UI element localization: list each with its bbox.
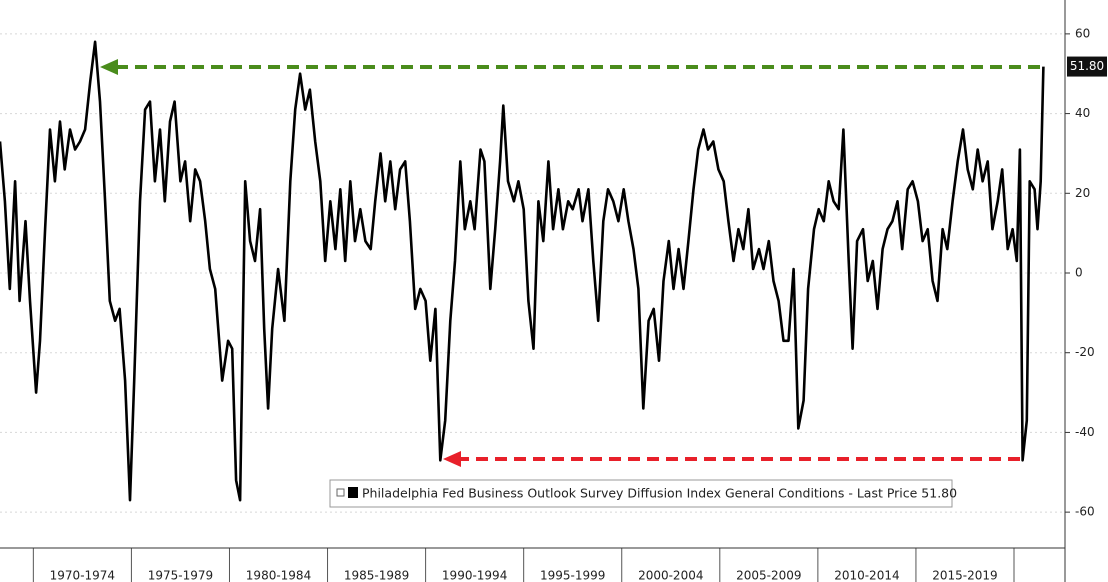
- annotations: [100, 59, 1040, 467]
- x-tick-label: 1975-1979: [148, 569, 213, 582]
- x-tick-label: 2015-2019: [932, 569, 997, 582]
- x-tick-label: 1980-1984: [246, 569, 311, 582]
- y-tick-label: 0: [1075, 266, 1083, 280]
- y-tick-label: -60: [1075, 505, 1095, 519]
- y-tick-label: -40: [1075, 425, 1095, 439]
- x-tick-label: 1985-1989: [344, 569, 409, 582]
- plot: [0, 40, 1045, 502]
- x-tick-label: 1995-1999: [540, 569, 605, 582]
- red-arrowhead: [443, 451, 461, 467]
- x-tick-label: 2010-2014: [834, 569, 899, 582]
- x-tick-label: 2005-2009: [736, 569, 801, 582]
- y-tick-label: 40: [1075, 106, 1090, 120]
- last-price-label: 51.80: [1070, 59, 1104, 73]
- y-tick-label: 60: [1075, 26, 1090, 40]
- legend-box: [329, 479, 953, 508]
- last-price-box: [1067, 56, 1107, 77]
- x-tick-label: 1990-1994: [442, 569, 507, 582]
- legend-icon: [336, 488, 345, 497]
- x-tick-label: 2000-2004: [638, 569, 703, 582]
- legend-swatch: [348, 487, 358, 498]
- green-arrowhead: [100, 59, 118, 75]
- y-tick-label: -20: [1075, 345, 1095, 359]
- legend: Philadelphia Fed Business Outlook Survey…: [329, 479, 957, 508]
- data-line: [0, 40, 1045, 502]
- x-tick-label: 1970-1974: [50, 569, 115, 582]
- legend-label: Philadelphia Fed Business Outlook Survey…: [362, 486, 957, 501]
- y-tick-label: 20: [1075, 186, 1090, 200]
